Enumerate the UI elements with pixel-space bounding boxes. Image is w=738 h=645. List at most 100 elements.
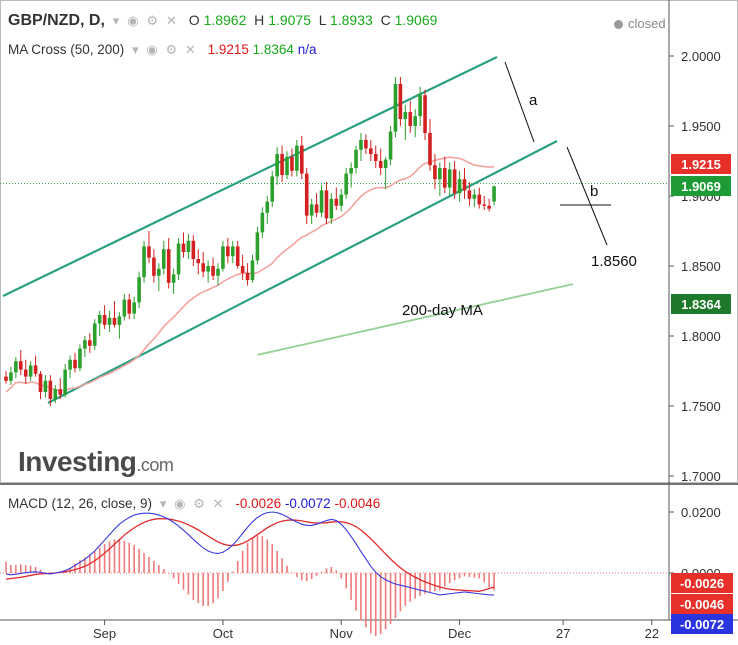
open-value: 1.8962 <box>203 12 247 28</box>
candle-body <box>186 240 191 252</box>
candle-body <box>88 340 92 346</box>
ma-indicator-header: MA Cross (50, 200) ▾ ◉ ⚙ ✕ 1.9215 1.8364… <box>8 42 316 58</box>
candle-body <box>487 205 491 209</box>
close-icon[interactable]: ✕ <box>165 13 177 28</box>
candle-body <box>378 161 383 168</box>
candle-body <box>48 380 53 399</box>
time-tick-label: Dec <box>448 626 472 641</box>
candle <box>245 263 250 286</box>
candle-body <box>438 168 442 180</box>
candle-body <box>152 257 156 276</box>
candle-body <box>28 365 33 377</box>
price-tick-label: 1.9500 <box>681 119 721 134</box>
candle-body <box>462 179 467 191</box>
candle-body <box>166 249 171 283</box>
candle <box>112 301 117 328</box>
candle <box>235 240 240 269</box>
candle-body <box>492 186 496 202</box>
candle <box>58 378 63 399</box>
candle <box>161 240 166 275</box>
candle <box>176 238 181 280</box>
gear-icon[interactable]: ⚙ <box>146 13 159 28</box>
gear-icon[interactable]: ⚙ <box>193 496 205 511</box>
candle-body <box>176 243 181 275</box>
candle <box>285 151 289 180</box>
close-icon[interactable]: ✕ <box>184 42 196 57</box>
close-icon[interactable]: ✕ <box>212 496 224 511</box>
low-label: L <box>318 12 327 28</box>
candle <box>378 148 383 175</box>
candle <box>492 185 496 206</box>
candle-body <box>107 317 112 325</box>
candle <box>83 336 87 357</box>
candle <box>309 198 314 224</box>
annotation-200ma: 200-day MA <box>402 302 483 319</box>
candle-body <box>383 159 388 168</box>
candle <box>171 268 176 294</box>
candle-body <box>373 154 378 161</box>
candle <box>428 119 432 171</box>
candle <box>472 189 477 208</box>
candle-body <box>9 372 13 381</box>
symbol-title[interactable]: GBP/NZD, D, <box>8 12 105 29</box>
candle <box>250 254 255 283</box>
chevron-down-icon[interactable]: ▾ <box>132 42 139 57</box>
candle <box>403 105 408 140</box>
candle-body <box>290 156 294 171</box>
candle-body <box>4 376 8 381</box>
candle <box>314 193 319 217</box>
macd-badge-text: -0.0046 <box>680 597 724 612</box>
chevron-down-icon[interactable]: ▾ <box>112 13 120 28</box>
wave-a-line <box>504 61 535 143</box>
channel-upper-line <box>2 56 498 297</box>
candle <box>487 198 491 212</box>
eye-icon[interactable]: ◉ <box>146 42 158 57</box>
candle-body <box>137 277 141 303</box>
macd-indicator-header: MACD (12, 26, close, 9) ▾ ◉ ⚙ ✕ -0.0026 … <box>8 496 380 512</box>
status-dot-icon <box>614 20 623 29</box>
candle <box>373 145 378 168</box>
market-status: closed <box>614 16 666 31</box>
candle-body <box>147 246 151 258</box>
candle <box>364 134 368 154</box>
candle-body <box>260 212 265 233</box>
candle <box>102 305 107 329</box>
candle <box>9 366 13 385</box>
candle-body <box>398 84 403 119</box>
macd-signal-line <box>5 518 495 592</box>
macd-signal-value: -0.0046 <box>334 496 381 511</box>
ma-cross-value: n/a <box>297 42 317 57</box>
candle-body <box>196 259 201 264</box>
candle-body <box>191 240 196 259</box>
chevron-down-icon[interactable]: ▾ <box>159 496 167 511</box>
candle <box>418 86 422 126</box>
gear-icon[interactable]: ⚙ <box>165 42 178 57</box>
candle <box>137 271 141 308</box>
price-badge <box>671 154 731 174</box>
candle <box>166 238 171 289</box>
macd-line <box>5 511 495 596</box>
candle-body <box>92 323 97 346</box>
eye-icon[interactable]: ◉ <box>174 496 186 511</box>
high-label: H <box>254 12 265 28</box>
eye-icon[interactable]: ◉ <box>127 13 139 28</box>
macd-indicator-name[interactable]: MACD (12, 26, close, 9) <box>8 496 153 511</box>
ma50-line <box>5 156 495 393</box>
candle <box>447 162 452 196</box>
candle-body <box>211 266 215 276</box>
candle-body <box>467 190 472 199</box>
price-badge-text: 1.9215 <box>681 157 721 172</box>
candle-body <box>240 266 245 273</box>
macd-tick-label: 0.0200 <box>681 505 721 520</box>
price-badge-text: 1.8364 <box>681 297 722 312</box>
price-tick-label: 1.8500 <box>681 259 721 274</box>
price-tick-label: 1.7500 <box>681 399 721 414</box>
candle-body <box>265 201 270 213</box>
time-tick-label: Sep <box>93 626 116 641</box>
ma-indicator-name[interactable]: MA Cross (50, 200) <box>8 42 125 57</box>
candle <box>383 156 388 189</box>
investing-watermark: Investing.com <box>18 446 174 478</box>
candle-body <box>344 173 348 195</box>
candle <box>260 207 265 238</box>
